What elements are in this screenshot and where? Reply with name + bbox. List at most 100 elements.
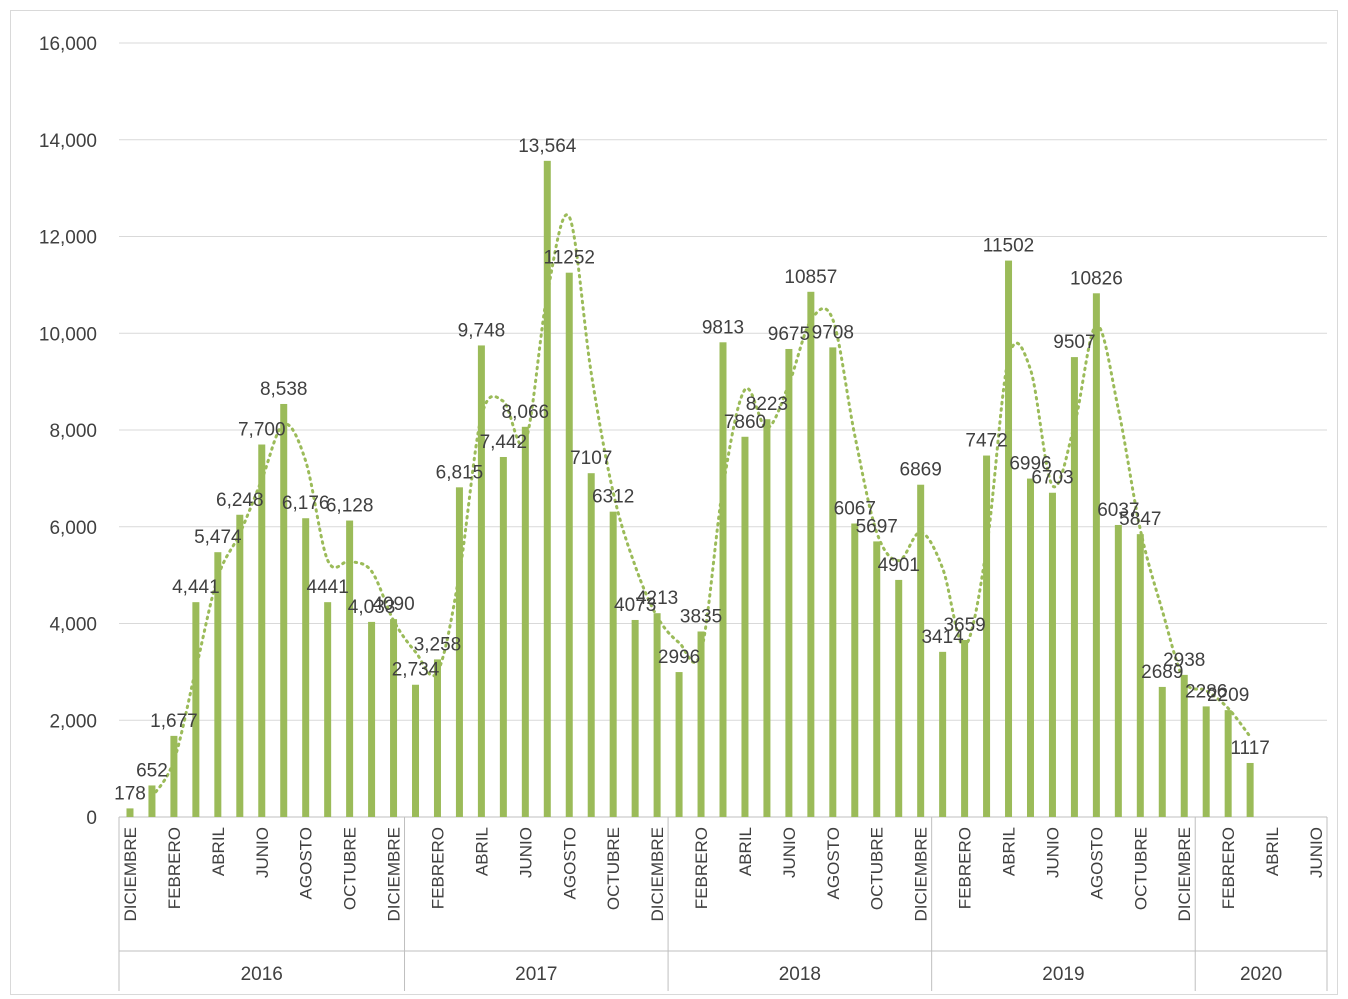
bar — [785, 349, 792, 817]
bar — [1093, 293, 1100, 817]
data-label: 3835 — [680, 606, 722, 627]
x-tick-label: DICIEMBRE — [121, 827, 140, 921]
bar — [1115, 525, 1122, 817]
x-tick-label: DICIEMBRE — [912, 827, 931, 921]
x-tick-label: OCTUBRE — [1131, 827, 1150, 910]
bar — [1049, 493, 1056, 817]
data-label: 11252 — [544, 248, 595, 269]
bar — [807, 292, 814, 817]
data-label: 2938 — [1163, 650, 1205, 671]
bar — [1027, 479, 1034, 817]
data-label: 5847 — [1119, 509, 1161, 530]
data-label: 6312 — [592, 487, 634, 508]
data-label: 5697 — [856, 516, 898, 537]
data-label: 8223 — [746, 394, 788, 415]
x-tick-label: ABRIL — [1263, 827, 1282, 876]
data-label: 4213 — [636, 588, 678, 609]
data-label: 7,700 — [238, 420, 286, 441]
y-tick-label: 8,000 — [49, 421, 97, 442]
bar — [126, 808, 133, 817]
data-label: 7472 — [965, 431, 1007, 452]
data-label: 178 — [114, 783, 146, 804]
bar — [829, 347, 836, 817]
bar — [324, 602, 331, 817]
bar — [412, 685, 419, 817]
chart-frame: 178 652 1,677 4,441 5,474 6,248 7,700 8,538 6,17… — [10, 10, 1338, 995]
bar — [170, 736, 177, 817]
bar — [368, 622, 375, 817]
x-tick-label: FEBRERO — [956, 827, 975, 909]
y-tick-label: 10,000 — [39, 324, 97, 345]
data-label: 9813 — [702, 317, 744, 338]
bar — [500, 457, 507, 817]
data-label: 652 — [136, 760, 168, 781]
bar — [610, 512, 617, 817]
data-label: 13,564 — [518, 136, 577, 157]
data-label: 10857 — [784, 267, 837, 288]
bar — [192, 602, 199, 817]
data-label: 6703 — [1031, 468, 1073, 489]
data-label: 6869 — [900, 460, 942, 481]
x-tick-label: ABRIL — [1000, 827, 1019, 876]
y-tick-label: 6,000 — [49, 518, 97, 539]
data-label: 8,066 — [502, 402, 550, 423]
year-label: 2018 — [779, 964, 821, 985]
y-tick-label: 12,000 — [39, 228, 97, 249]
bar — [1247, 763, 1254, 817]
bar — [302, 518, 309, 817]
data-label: 6,128 — [326, 496, 374, 517]
bar — [434, 659, 441, 817]
data-label: 3659 — [943, 615, 985, 636]
x-tick-label: AGOSTO — [560, 827, 579, 899]
x-tick-label: FEBRERO — [165, 827, 184, 909]
data-label: 2,734 — [392, 660, 440, 681]
x-tick-label: ABRIL — [209, 827, 228, 876]
data-label: 9,748 — [458, 320, 506, 341]
x-tick-label: OCTUBRE — [868, 827, 887, 910]
x-tick-label: JUNIO — [780, 827, 799, 878]
bar — [390, 619, 397, 817]
bar — [1203, 706, 1210, 817]
bar — [873, 541, 880, 817]
data-label: 6,176 — [282, 493, 330, 514]
bar — [763, 419, 770, 817]
bar — [961, 640, 968, 817]
bar — [1225, 710, 1232, 817]
year-label: 2017 — [515, 964, 557, 985]
y-tick-label: 0 — [86, 808, 97, 829]
x-tick-label: DICIEMBRE — [385, 827, 404, 921]
bar — [280, 404, 287, 817]
x-tick-label: AGOSTO — [297, 827, 316, 899]
x-tick-label: JUNIO — [1307, 827, 1326, 878]
x-tick-label: AGOSTO — [1087, 827, 1106, 899]
bar — [236, 515, 243, 817]
data-label: 4,441 — [172, 577, 220, 598]
bar — [346, 521, 353, 817]
data-label: 9675 — [768, 324, 810, 345]
data-label: 4441 — [307, 577, 349, 598]
year-label: 2020 — [1240, 964, 1282, 985]
x-axis: DICIEMBRE FEBRERO ABRIL JUNIO AGOSTO OCTUBRE D… — [119, 817, 1327, 991]
data-label: 7,442 — [480, 432, 528, 453]
data-label: 9708 — [812, 322, 854, 343]
y-tick-label: 16,000 — [39, 34, 97, 55]
bar — [654, 613, 661, 817]
bar — [676, 672, 683, 817]
x-tick-label: ABRIL — [736, 827, 755, 876]
x-tick-label: ABRIL — [472, 827, 491, 876]
data-label: 1117 — [1230, 738, 1269, 759]
bar — [478, 345, 485, 817]
bar — [1005, 261, 1012, 817]
x-tick-label: DICIEMBRE — [1175, 827, 1194, 921]
bar — [939, 652, 946, 817]
x-tick-label: FEBRERO — [428, 827, 447, 909]
data-label: 4090 — [372, 594, 414, 615]
y-tick-label: 2,000 — [49, 711, 97, 732]
data-label: 5,474 — [194, 527, 242, 548]
x-tick-label: FEBRERO — [692, 827, 711, 909]
data-label: 6,815 — [436, 462, 484, 483]
bar — [851, 524, 858, 817]
bar — [895, 580, 902, 817]
data-label: 6,248 — [216, 490, 264, 511]
